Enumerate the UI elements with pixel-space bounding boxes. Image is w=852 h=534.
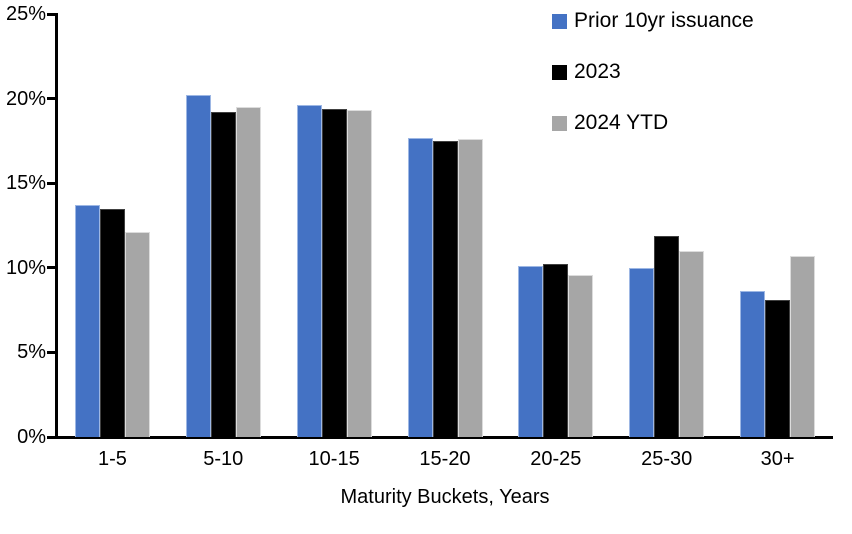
y-axis-line bbox=[55, 13, 58, 439]
x-tick-label-15-20: 15-20 bbox=[419, 448, 471, 470]
x-tick-label-5-10: 5-10 bbox=[203, 448, 244, 470]
bar-prior-10yr-issuance-20-25 bbox=[518, 266, 544, 437]
y-tick-25 bbox=[47, 12, 55, 16]
y-tick-0 bbox=[47, 435, 55, 439]
legend-swatch-2023 bbox=[552, 64, 567, 80]
bar-prior-10yr-issuance-15-20 bbox=[407, 137, 433, 437]
x-tick-label-25-30: 25-30 bbox=[641, 448, 693, 470]
y-tick-15 bbox=[47, 181, 55, 185]
x-tick-label-1-5: 1-5 bbox=[97, 448, 127, 470]
legend-swatch-2024-ytd bbox=[552, 115, 567, 131]
bar-2024-ytd-1-5 bbox=[124, 232, 150, 437]
bar-2024-ytd-10-15 bbox=[346, 110, 372, 437]
x-tick-label-20-25: 20-25 bbox=[530, 448, 582, 470]
bar-2024-ytd-25-30 bbox=[679, 250, 705, 437]
bar-prior-10yr-issuance-30 bbox=[740, 291, 766, 437]
bar-2023-30 bbox=[765, 299, 791, 437]
y-tick-label-15: 15% bbox=[5, 172, 46, 195]
x-axis-title: Maturity Buckets, Years bbox=[340, 486, 550, 508]
legend: Prior 10yr issuance 2023 2024 YTD bbox=[552, 10, 754, 134]
y-tick-20 bbox=[47, 97, 55, 101]
x-tick-label-30: 30+ bbox=[760, 448, 795, 470]
bar-prior-10yr-issuance-10-15 bbox=[296, 105, 322, 437]
legend-swatch-prior-10yr-issuance bbox=[552, 13, 567, 29]
bar-2024-ytd-20-25 bbox=[568, 274, 594, 437]
legend-label-prior-10yr-issuance: Prior 10yr issuance bbox=[574, 9, 754, 32]
y-tick-label-5: 5% bbox=[17, 341, 46, 364]
legend-label-2023: 2023 bbox=[574, 60, 621, 83]
legend-item-2023: 2023 bbox=[552, 61, 754, 83]
y-tick-10 bbox=[47, 266, 55, 270]
bar-2023-10-15 bbox=[321, 108, 347, 437]
y-tick-label-25: 25% bbox=[5, 3, 46, 25]
y-tick-label-0: 0% bbox=[17, 426, 46, 448]
legend-item-prior-10yr-issuance: Prior 10yr issuance bbox=[552, 10, 754, 32]
bar-2023-20-25 bbox=[543, 264, 569, 437]
bar-2023-5-10 bbox=[210, 112, 236, 437]
y-tick-5 bbox=[47, 350, 55, 354]
legend-label-2024-ytd: 2024 YTD bbox=[574, 111, 669, 134]
legend-item-2024-ytd: 2024 YTD bbox=[552, 112, 754, 134]
bar-prior-10yr-issuance-1-5 bbox=[74, 205, 100, 437]
x-tick-label-10-15: 10-15 bbox=[308, 448, 360, 470]
bar-prior-10yr-issuance-5-10 bbox=[185, 95, 211, 437]
bar-2023-25-30 bbox=[654, 235, 680, 437]
y-tick-label-20: 20% bbox=[5, 87, 46, 110]
bar-2024-ytd-15-20 bbox=[457, 139, 483, 437]
bar-2023-15-20 bbox=[432, 140, 458, 437]
y-tick-label-10: 10% bbox=[5, 256, 46, 279]
bar-prior-10yr-issuance-25-30 bbox=[629, 267, 655, 437]
bar-2024-ytd-30 bbox=[790, 255, 816, 437]
x-axis-line bbox=[55, 436, 833, 439]
bar-2023-1-5 bbox=[99, 208, 125, 437]
bar-2024-ytd-5-10 bbox=[235, 107, 261, 437]
